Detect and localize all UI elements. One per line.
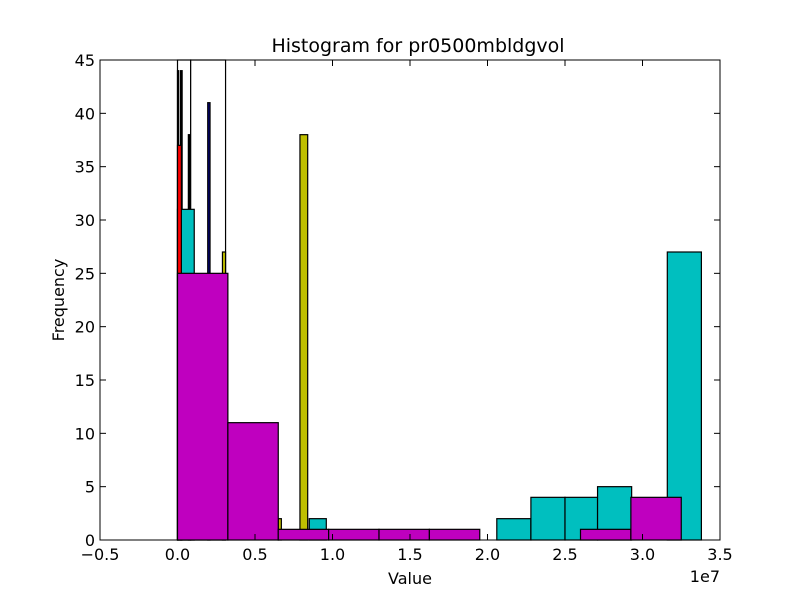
x-tick-label: 2.0 xyxy=(475,545,500,564)
bar-cyan-6 xyxy=(666,251,702,541)
bars-layer xyxy=(176,59,702,541)
x-tick-label: 3.0 xyxy=(630,545,655,564)
y-tick-label: 30 xyxy=(75,211,95,230)
bar-magenta-3 xyxy=(328,528,380,541)
x-axis: −0.5 0.0 0.5 1.0 1.5 2.0 2.5 3.0 3.5 xyxy=(81,60,733,564)
y-tick-label: 20 xyxy=(75,318,95,337)
y-axis-label: Frequency xyxy=(49,259,68,342)
bar-magenta-2 xyxy=(277,528,330,541)
bar-magenta-6 xyxy=(579,528,632,541)
bar-magenta-1 xyxy=(227,422,279,541)
x-tick-label: 0.0 xyxy=(165,545,190,564)
x-tick-label: 1.5 xyxy=(397,545,422,564)
bar-cyan-2 xyxy=(496,518,532,541)
bar-magenta-4 xyxy=(378,528,430,541)
chart-title: Histogram for pr0500mbldgvol xyxy=(271,35,564,57)
x-tick-label: 1.0 xyxy=(320,545,345,564)
y-axis: 0 5 10 15 20 25 30 35 40 45 xyxy=(75,51,720,550)
y-tick-label: 15 xyxy=(75,371,95,390)
bar-magenta-0 xyxy=(176,272,229,541)
x-tick-label: 2.5 xyxy=(552,545,577,564)
y-tick-label: 10 xyxy=(75,424,95,443)
bar-magenta-7 xyxy=(630,496,682,541)
y-tick-label: 5 xyxy=(85,478,95,497)
y-tick-label: 35 xyxy=(75,158,95,177)
y-tick-label: 25 xyxy=(75,264,95,283)
y-tick-label: 0 xyxy=(85,531,95,550)
x-tick-label: 0.5 xyxy=(242,545,267,564)
y-tick-label: 40 xyxy=(75,104,95,123)
y-tick-label: 45 xyxy=(75,51,95,70)
x-axis-label: Value xyxy=(388,569,432,588)
x-tick-label: −0.5 xyxy=(81,545,120,564)
bar-yellow-2 xyxy=(299,134,309,541)
bar-cyan-3 xyxy=(530,496,566,541)
bar-magenta-5 xyxy=(428,528,481,541)
x-offset-text: 1e7 xyxy=(690,567,720,586)
x-tick-label: 3.5 xyxy=(707,545,732,564)
